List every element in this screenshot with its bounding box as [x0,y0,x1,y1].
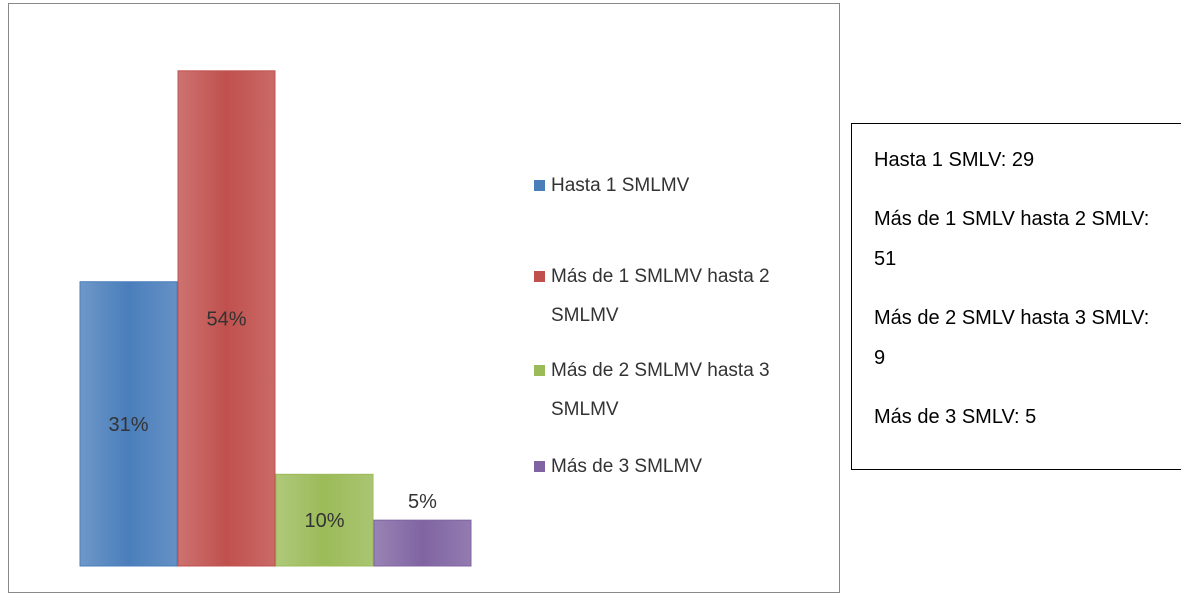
text-line: Más de 1 SMLV hasta 2 SMLV: 51 [874,208,1150,270]
legend-item: Hasta 1 SMLMV [534,166,814,205]
legend-item: Más de 2 SMLMV hasta 3 SMLMV [534,351,814,429]
text-line: Más de 3 SMLV: 5 [874,406,1037,428]
bar [79,281,178,567]
legend-item: Más de 1 SMLMV hasta 2 SMLMV [534,257,814,335]
legend-swatch [534,461,545,472]
bar [275,473,374,567]
legend-item: Más de 3 SMLMV [534,447,814,486]
legend-swatch [534,180,545,191]
legend-swatch [534,271,545,282]
text-box: Hasta 1 SMLV: 29 Más de 1 SMLV hasta 2 SM… [851,123,1181,470]
bar [177,70,276,567]
legend-label: Más de 3 SMLMV [551,456,702,477]
text-line: Más de 2 SMLV hasta 3 SMLV: 9 [874,307,1150,369]
legend-label: Hasta 1 SMLMV [551,175,690,196]
text-line: Hasta 1 SMLV: 29 [874,149,1035,171]
legend-label: Más de 1 SMLMV hasta 2 SMLMV [551,266,770,326]
data-label: 10% [304,510,344,532]
page: {"chart_data": {"type": "bar", "categori… [8,3,1181,593]
legend-swatch [534,365,545,376]
data-label: 54% [206,308,246,330]
chart: 31% 54% 10% 5% [79,70,472,567]
data-label: 31% [108,414,148,436]
legend-label: Más de 2 SMLMV hasta 3 SMLMV [551,360,770,420]
bar [373,519,472,567]
data-label: 5% [408,491,437,513]
